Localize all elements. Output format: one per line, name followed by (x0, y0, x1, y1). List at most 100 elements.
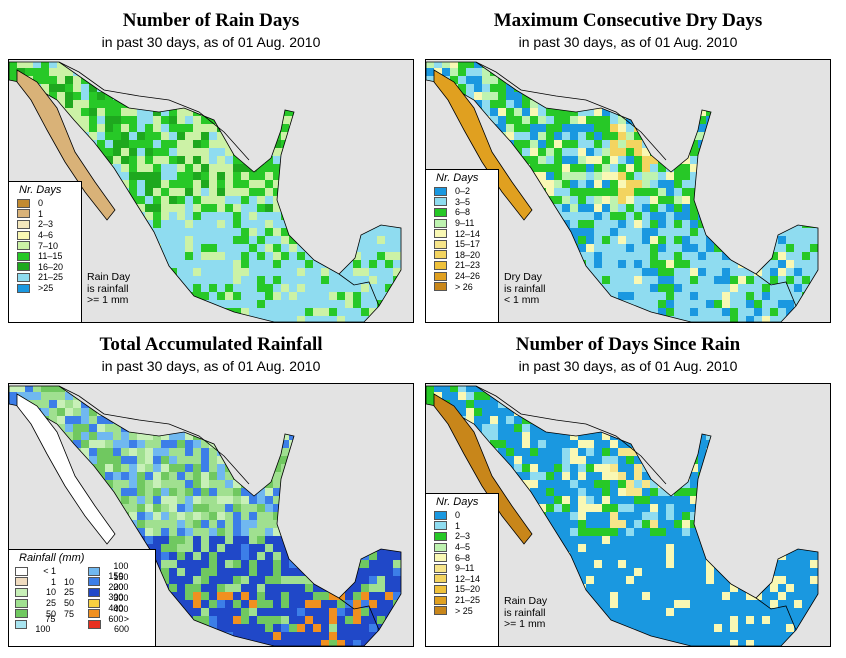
legend-swatch (434, 239, 447, 249)
legend-title: Nr. Days (436, 496, 479, 508)
legend-label: 0 (38, 198, 44, 209)
legend: Rainfall (mm) < 1 1 10 10 25 25 50 50 75 75100 10… (9, 549, 156, 646)
legend-swatch (88, 609, 101, 619)
definition-note: Rain Day is rainfall >= 1 mm (87, 271, 131, 307)
panel-subtitle: in past 30 days, as of 01 Aug. 2010 (101, 34, 321, 50)
legend-title: Nr. Days (19, 184, 62, 196)
legend-label: 21–25 (455, 595, 481, 606)
coastline (9, 385, 402, 646)
legend-swatch (15, 566, 28, 576)
note-line: Rain Day (504, 595, 548, 607)
mexico-map (426, 385, 819, 646)
legend: Nr. Days 0 1 2–3 4–5 6–8 9–11 12–14 15–20 21–25 >… (426, 493, 499, 646)
legend-swatch (434, 282, 447, 292)
legend-entry: > 600 (82, 614, 149, 634)
note-line: is rainfall (87, 282, 129, 295)
legend-entry: 0 (426, 510, 498, 521)
legend-range-low: 150 (113, 571, 129, 582)
legend-range-high: 200 (108, 581, 124, 592)
legend-grid: < 1 1 10 10 25 25 50 50 75 75100 100150 150200 2003… (9, 561, 155, 634)
legend-title: Nr. Days (436, 172, 479, 184)
mexico-map (426, 61, 819, 322)
legend-label: 1 (38, 208, 44, 219)
legend-label: 2–3 (38, 219, 54, 230)
legend-swatch (434, 271, 447, 281)
legend-entry: 12–14 (426, 574, 498, 585)
legend-swatch (17, 272, 30, 282)
legend-entry: 24–26 (426, 271, 498, 282)
legend-swatch (434, 186, 447, 196)
legend-entry: 2–3 (426, 531, 498, 542)
mexico-map (9, 385, 402, 646)
legend-entry: 15–17 (426, 239, 498, 250)
legend-swatch (17, 262, 30, 272)
legend-label: > 26 (455, 281, 473, 292)
legend-swatch (88, 587, 101, 597)
legend-swatch (15, 587, 28, 597)
legend-range-high: 100 (35, 624, 51, 635)
legend-label: 4–5 (455, 542, 471, 553)
legend-entry: 9–11 (426, 218, 498, 229)
legend-label: 12–14 (455, 228, 481, 239)
legend-entry: 21–23 (426, 260, 498, 271)
legend-swatch (434, 229, 447, 239)
baja-peninsula (433, 69, 533, 221)
legend-swatch (434, 542, 447, 552)
legend-label: 9–11 (455, 218, 475, 229)
us-border (58, 385, 250, 485)
legend-entry: 200300 (82, 582, 149, 602)
legend-swatch (88, 566, 101, 576)
southern-border (338, 273, 380, 307)
legend: Nr. Days 0–2 3–5 6–8 9–11 12–14 15–17 18–20 21–… (426, 169, 499, 322)
legend-swatch (434, 553, 447, 563)
legend-swatch (434, 531, 447, 541)
legend-range-high: 150 (108, 571, 124, 582)
legend-swatch (15, 619, 28, 629)
legend-label: 7–10 (38, 240, 59, 251)
legend-swatch (15, 609, 28, 619)
legend-label: 12–14 (455, 573, 481, 584)
legend-label: 15–20 (455, 584, 481, 595)
definition-note: Rain Day is rainfall >= 1 mm (504, 595, 548, 631)
legend-entry: 15–20 (426, 584, 498, 595)
legend-entry: 1 10 (9, 577, 76, 588)
legend-entry: 2–3 (9, 219, 81, 230)
legend-swatch (17, 219, 30, 229)
legend-range-high: 25 (64, 587, 75, 598)
legend-range-high: 50 (64, 598, 75, 609)
legend-swatch (88, 619, 101, 629)
legend-swatch (17, 230, 30, 240)
legend-items: 0–2 3–5 6–8 9–11 12–14 15–17 18–20 21–23 24–26 > … (426, 186, 498, 292)
panel-title: Maximum Consecutive Dry Days (493, 10, 763, 31)
panel-subtitle: in past 30 days, as of 01 Aug. 2010 (518, 358, 738, 374)
note-line: is rainfall (504, 282, 546, 295)
legend-entry: 10 25 (9, 587, 76, 598)
legend-swatch (434, 207, 447, 217)
legend-swatch (17, 209, 30, 219)
southern-border (755, 273, 797, 307)
legend-entry: 100150 (82, 561, 149, 581)
legend-entry: 75100 (9, 614, 76, 634)
note-line: < 1 mm (504, 294, 540, 306)
legend-swatch (17, 283, 30, 293)
legend-label: 21–25 (38, 272, 64, 283)
baja-peninsula (16, 393, 116, 545)
legend-entry: 4–5 (426, 542, 498, 553)
baja-peninsula (433, 393, 533, 545)
southern-border (338, 597, 380, 631)
legend-label: 6–8 (455, 207, 471, 218)
us-border (475, 385, 667, 485)
legend-range-low: 200 (113, 582, 129, 593)
legend-range-low: 1 (50, 576, 56, 587)
legend-swatch (434, 260, 447, 270)
map-days-since-rain: Nr. Days 0 1 2–3 4–5 6–8 9–11 12–14 15–20 21–25 >… (425, 383, 831, 647)
legend-swatch (17, 198, 30, 208)
baja-peninsula (16, 69, 116, 221)
legend-items: 0 1 2–3 4–6 7–10 11–15 16–20 21–25 >25 (9, 198, 81, 293)
note-line: Rain Day (87, 271, 131, 283)
legend-entry: 25 50 (9, 598, 76, 609)
legend-range-low: > 600 (113, 614, 129, 635)
legend-label: 21–23 (455, 260, 481, 271)
note-line: is rainfall (504, 606, 546, 619)
legend-swatch (434, 521, 447, 531)
